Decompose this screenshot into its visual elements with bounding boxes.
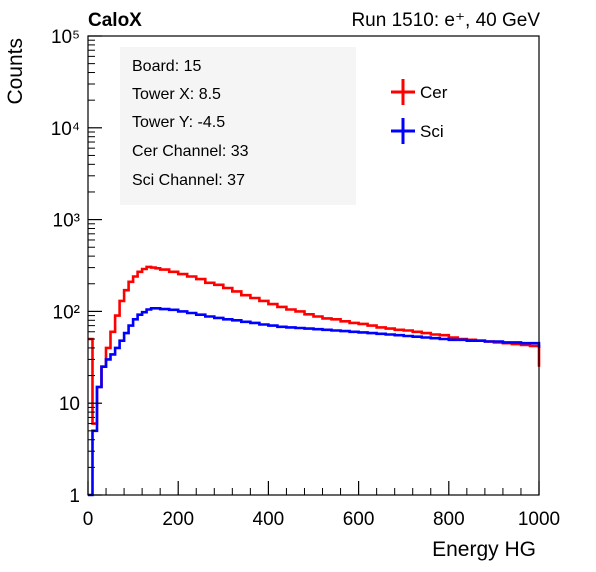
legend-sci-label: Sci xyxy=(420,122,444,141)
series-line-sci xyxy=(88,307,541,497)
y-tick-label: 10⁵ xyxy=(51,27,80,48)
x-tick-label: 800 xyxy=(433,509,465,530)
plot-frame xyxy=(87,35,540,496)
legend: Cer Sci xyxy=(391,79,448,144)
info-line: Tower X: 8.5 xyxy=(132,86,221,103)
run-info-label: Run 1510: e⁺, 40 GeV xyxy=(351,10,540,31)
x-tick-label: 0 xyxy=(83,509,94,530)
info-box xyxy=(120,47,356,205)
x-tick-label: 200 xyxy=(162,509,194,530)
y-tick-label: 1 xyxy=(69,486,80,507)
x-axis-title: Energy HG xyxy=(432,538,536,561)
x-tick-label: 1000 xyxy=(518,509,560,530)
brand-label: CaloX xyxy=(88,10,142,31)
y-axis-title: Counts xyxy=(4,38,27,105)
y-tick-label: 10 xyxy=(59,394,80,415)
info-line: Board: 15 xyxy=(132,58,201,75)
axis-layer: 0 200 400 600 800 1000 1 10 10² 10³ 10⁴ 10⁵ xyxy=(51,27,560,530)
legend-cer-label: Cer xyxy=(420,83,448,102)
y-tick-label: 10² xyxy=(53,302,80,323)
info-line: Cer Channel: 33 xyxy=(132,143,249,160)
y-tick-label: 10⁴ xyxy=(51,119,80,140)
info-box-lines: Board: 15 Tower X: 8.5 Tower Y: -4.5 Cer… xyxy=(132,58,249,189)
x-tick-label: 400 xyxy=(253,509,285,530)
series-line-cer xyxy=(88,265,541,425)
y-tick-label: 10³ xyxy=(53,211,80,232)
x-tick-label: 600 xyxy=(343,509,375,530)
info-line: Tower Y: -4.5 xyxy=(132,114,225,131)
series-layer xyxy=(88,265,541,497)
info-line: Sci Channel: 37 xyxy=(132,172,245,189)
